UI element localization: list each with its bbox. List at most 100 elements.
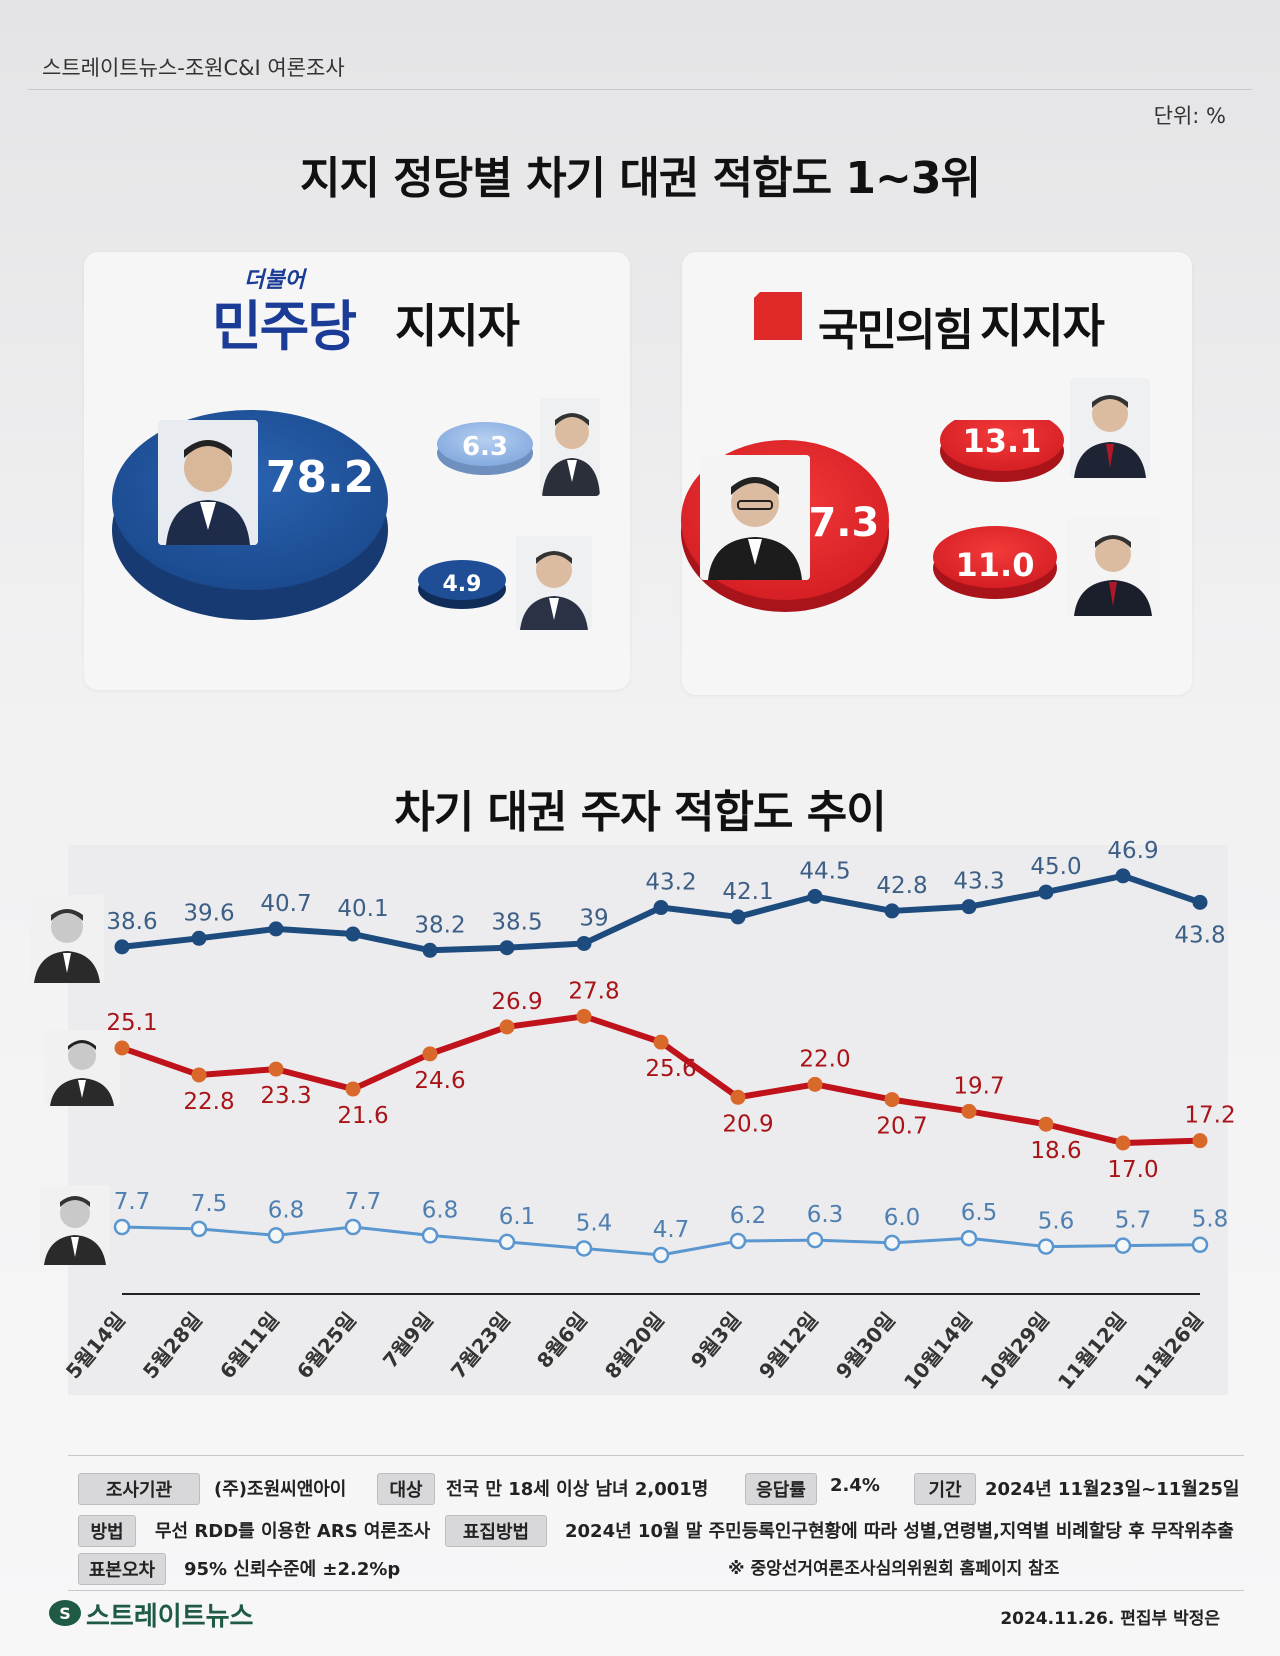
series-2-data-label: 25.6: [645, 1056, 696, 1082]
series-1-data-label: 46.9: [1107, 838, 1158, 864]
candidate-photo-dem-2: [540, 398, 600, 496]
x-tick-label: 8월20일: [600, 1308, 669, 1384]
series-3-data-label: 6.1: [499, 1204, 536, 1230]
series-2-point: [730, 1089, 746, 1105]
x-tick-label: 6월11일: [215, 1308, 284, 1384]
series-3-data-label: 5.8: [1192, 1207, 1229, 1233]
series-3-data-label: 5.6: [1038, 1209, 1075, 1235]
series-3-data-label: 6.8: [268, 1197, 305, 1223]
series-1-data-label: 43.3: [953, 869, 1004, 895]
meta-divider-top: [68, 1455, 1244, 1456]
x-tick-label: 8월6일: [532, 1308, 592, 1373]
series-2-data-label: 21.6: [337, 1103, 388, 1129]
series-3-data-label: 4.7: [653, 1217, 690, 1243]
x-tick-label: 11월26일: [1130, 1308, 1208, 1394]
series-1-data-label: 40.1: [337, 896, 388, 922]
series-2-point: [114, 1040, 130, 1056]
series-3-point: [498, 1233, 516, 1251]
candidate-photo-ppp-2: [1070, 378, 1150, 478]
series-1-point: [114, 939, 130, 955]
series-1-data-label: 39.6: [183, 900, 234, 926]
series-1-point: [730, 909, 746, 925]
brand-logo-icon: S: [49, 1600, 81, 1626]
series-3-data-label: 5.7: [1115, 1208, 1152, 1234]
response-tag: 응답률: [745, 1473, 817, 1505]
series-1-data-label: 42.8: [876, 873, 927, 899]
series-1-point: [268, 921, 284, 937]
series-1-point: [653, 900, 669, 916]
series-2-data-label: 22.8: [183, 1089, 234, 1115]
x-tick-label: 5월28일: [138, 1308, 207, 1384]
agency-value: (주)조원씨앤아이: [214, 1479, 347, 1500]
response-value: 2.4%: [830, 1475, 880, 1496]
series-3-point: [883, 1234, 901, 1252]
series-2-point: [1038, 1116, 1054, 1132]
candidate-photo-ppp-1: [700, 455, 810, 580]
series-3-point: [652, 1246, 670, 1264]
series-2-point: [345, 1081, 361, 1097]
series-2-point: [191, 1067, 207, 1083]
series-3-data-label: 7.7: [345, 1189, 382, 1215]
series-1-data-label: 44.5: [799, 858, 850, 884]
series-1-data-label: 38.6: [106, 909, 157, 935]
series-2-point: [1115, 1135, 1131, 1151]
target-value: 전국 만 18세 이상 남녀 2,001명: [446, 1479, 709, 1500]
series-3-point: [344, 1218, 362, 1236]
dem-value-1: 78.2: [265, 452, 375, 503]
series-1-point: [807, 888, 823, 904]
series-1-data-label: 45.0: [1030, 854, 1081, 880]
ppp-bubble-2: [940, 420, 1064, 471]
series-3-point: [729, 1232, 747, 1250]
series-photo-3: [40, 1185, 110, 1265]
series-1-point: [1192, 894, 1208, 910]
series-3-data-label: 6.8: [422, 1197, 459, 1223]
x-tick-label: 9월12일: [754, 1308, 823, 1384]
series-2-data-label: 17.2: [1184, 1103, 1235, 1129]
series-1-point: [422, 942, 438, 958]
series-2-data-label: 19.7: [953, 1073, 1004, 1099]
ppp-bubble-3: [933, 526, 1057, 588]
candidate-photo-dem-1: [158, 420, 258, 545]
x-tick-label: 9월3일: [686, 1308, 746, 1373]
series-2-point: [576, 1008, 592, 1024]
series-2-data-label: 23.3: [260, 1083, 311, 1109]
series-1-point: [191, 930, 207, 946]
series-3-point: [421, 1227, 439, 1244]
x-tick-label: 5월14일: [61, 1308, 130, 1384]
series-3-data-label: 6.0: [884, 1205, 921, 1231]
ppp-logo-icon: [754, 292, 802, 340]
ppp-supporter-label: 지지자: [980, 299, 1105, 353]
series-2-data-label: 24.6: [414, 1068, 465, 1094]
error-tag: 표본오차: [78, 1553, 166, 1585]
series-3-data-label: 6.5: [961, 1200, 998, 1226]
series-2-data-label: 22.0: [799, 1046, 850, 1072]
series-1-data-label: 42.1: [722, 879, 773, 905]
x-tick-label: 11월12일: [1053, 1308, 1131, 1394]
series-2-point: [884, 1092, 900, 1108]
series-3-data-label: 5.4: [576, 1210, 613, 1236]
series-1-point: [499, 940, 515, 956]
target-tag: 대상: [377, 1473, 435, 1505]
series-2-data-label: 26.9: [491, 989, 542, 1015]
dem-bubble-2: [437, 422, 533, 466]
series-3-point: [1191, 1236, 1209, 1253]
credit-line: 2024.11.26. 편집부 박정은: [1000, 1609, 1220, 1629]
series-3-point: [960, 1229, 978, 1247]
brand-name: 스트레이트뉴스: [86, 1602, 254, 1632]
series-3-data-label: 7.7: [114, 1189, 151, 1215]
period-tag: 기간: [914, 1473, 976, 1505]
series-3-data-label: 6.3: [807, 1202, 844, 1228]
unit-label: 단위: %: [1153, 104, 1226, 128]
x-tick-label: 10월29일: [976, 1308, 1054, 1394]
series-2-data-label: 17.0: [1107, 1157, 1158, 1183]
series-1-point: [884, 903, 900, 919]
method-value: 무선 RDD를 이용한 ARS 여론조사: [155, 1521, 431, 1542]
x-tick-label: 6월25일: [292, 1308, 361, 1384]
series-1-point: [961, 899, 977, 915]
survey-source: 스트레이트뉴스-조원C&I 여론조사: [42, 56, 345, 80]
series-2-data-label: 25.1: [106, 1010, 157, 1036]
header-divider: [28, 89, 1252, 90]
series-3-point: [575, 1240, 593, 1257]
series-2-point: [1192, 1133, 1208, 1149]
